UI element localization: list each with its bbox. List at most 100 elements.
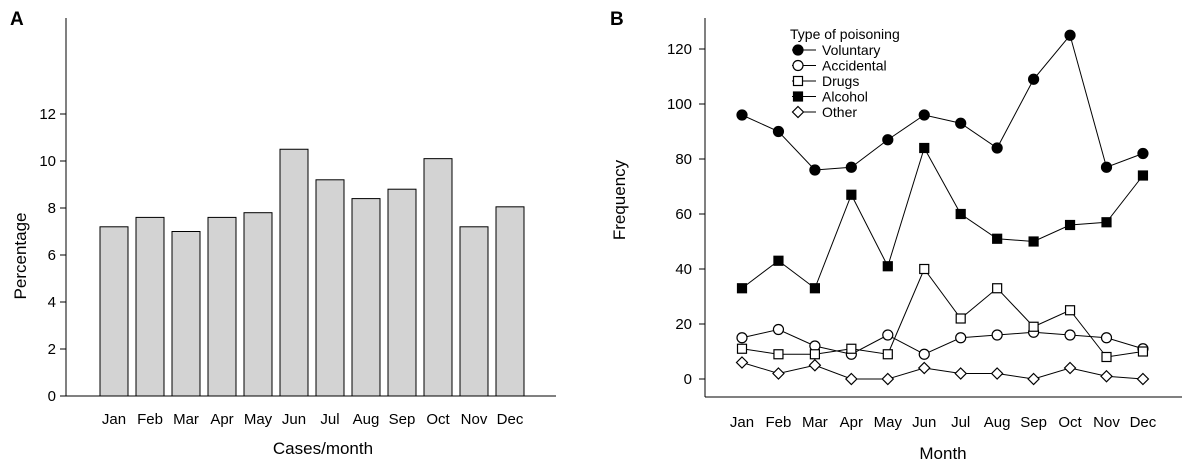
panel-b-x-tick-label: Oct	[1058, 414, 1082, 431]
legend-label: Voluntary	[822, 42, 880, 58]
panel-a-y-tick-label: 4	[48, 294, 56, 311]
panel-a-x-tick-label: Sep	[389, 411, 416, 428]
panel-b-y-tick-label: 100	[667, 96, 692, 113]
point-other	[917, 361, 931, 375]
panel-a-y-tick-label: 0	[48, 388, 56, 405]
point-voluntary	[845, 161, 857, 173]
panel-b-line-chart: 0 20 40 60 80 100 120 Jan Feb Mar Apr May Jun Jul Aug…	[610, 18, 1182, 463]
point-accidental	[1064, 329, 1076, 341]
bar-sep	[387, 188, 417, 397]
bar-mar	[171, 231, 201, 397]
legend-marker-voluntary	[792, 44, 804, 56]
legend-label: Alcohol	[822, 89, 868, 105]
point-other	[990, 367, 1004, 380]
point-drugs	[1101, 351, 1112, 363]
panel-a-letter: A	[10, 9, 24, 30]
panel-b-x-tick-label: Mar	[802, 414, 828, 431]
point-alcohol	[846, 189, 857, 200]
bar-oct	[423, 158, 453, 397]
point-other	[808, 358, 822, 372]
legend-item-alcohol: Alcohol	[792, 89, 868, 105]
panel-a-x-tick-label: Jan	[102, 411, 126, 428]
series-voluntary	[736, 29, 1149, 176]
panel-a-y-axis-title: Percentage	[11, 213, 30, 300]
bar-jun	[279, 148, 309, 397]
point-alcohol	[1101, 217, 1112, 228]
panel-a-y-tick-label: 12	[39, 106, 56, 123]
point-drugs	[919, 263, 930, 275]
legend-item-drugs: Drugs	[792, 73, 859, 89]
legend-marker-drugs	[792, 75, 804, 87]
panel-b-x-tick-label: Feb	[766, 414, 792, 431]
legend-label: Accidental	[822, 58, 887, 74]
point-accidental	[955, 332, 967, 344]
legend-item-voluntary: Voluntary	[792, 42, 880, 58]
legend-marker-accidental	[792, 59, 804, 72]
panel-b-x-axis-title: Month	[919, 444, 966, 463]
panel-b-y-axis-title: Frequency	[610, 159, 629, 240]
panel-a-y-tick-label: 8	[48, 200, 56, 217]
series-alcohol	[736, 142, 1149, 294]
point-voluntary	[736, 109, 748, 121]
point-accidental	[882, 329, 894, 341]
point-voluntary	[918, 109, 930, 121]
point-alcohol	[1064, 219, 1076, 231]
panel-a-x-tick-label: Oct	[426, 411, 450, 428]
point-other	[735, 356, 749, 369]
series-drugs	[736, 263, 1149, 363]
bar-feb	[135, 216, 165, 397]
panel-a-x-tick-label: Apr	[210, 411, 233, 428]
point-alcohol	[1137, 170, 1149, 181]
panel-a-x-tick-label: Mar	[173, 411, 199, 428]
point-drugs	[736, 343, 748, 354]
bar-jan	[99, 226, 129, 397]
point-other	[1027, 372, 1040, 386]
panel-b-y-tick-label: 40	[675, 261, 692, 278]
point-accidental	[736, 332, 748, 344]
point-other	[881, 372, 895, 386]
panel-a-y-tick-label: 2	[48, 341, 56, 358]
panel-b-x-tick-label: Aug	[984, 414, 1011, 431]
panel-a-x-tick-label: Dec	[497, 411, 524, 428]
panel-a-x-tick-label: Jun	[282, 411, 306, 428]
panel-a-x-tick-label: Jul	[320, 411, 339, 428]
panel-b-x-tick-label: Jan	[730, 414, 754, 431]
point-other	[1136, 372, 1150, 386]
panel-b-y-tick-label: 20	[675, 316, 692, 333]
point-drugs	[992, 283, 1003, 294]
point-drugs	[882, 349, 893, 360]
panel-b-x-tick-label: Jun	[912, 414, 936, 431]
point-alcohol	[773, 255, 784, 266]
panel-a-y-tick-label: 10	[39, 153, 56, 170]
point-other	[954, 367, 968, 380]
point-alcohol	[1028, 236, 1039, 247]
panel-a-bar-chart: 0 2 4 6 8 10 12 Jan Feb Mar Apr May Jun Jul Aug Sep Oct…	[11, 18, 556, 458]
panel-b-y-tick-label: 0	[684, 371, 692, 388]
point-voluntary	[809, 164, 821, 176]
point-alcohol	[919, 142, 930, 154]
point-alcohol	[992, 233, 1003, 244]
point-drugs	[1137, 346, 1149, 357]
point-alcohol	[882, 261, 893, 272]
point-drugs	[1028, 321, 1039, 332]
bar-aug	[351, 198, 381, 397]
point-voluntary	[1137, 147, 1149, 160]
panel-b-x-tick-label: Jul	[951, 414, 970, 431]
point-voluntary	[1027, 73, 1040, 85]
line-drugs	[741, 267, 1144, 358]
legend-label: Drugs	[822, 73, 859, 89]
point-voluntary	[991, 142, 1003, 154]
legend-marker-alcohol	[792, 91, 804, 102]
point-drugs	[955, 313, 966, 324]
bar-apr	[207, 216, 237, 397]
panel-b-y-tick-label: 80	[675, 151, 692, 168]
panel-a-x-axis-title: Cases/month	[273, 439, 373, 458]
point-voluntary	[772, 125, 785, 138]
panel-a-x-tick-label: May	[244, 411, 273, 428]
panel-a-x-tick-label: Nov	[461, 411, 488, 428]
line-accidental	[741, 328, 1144, 355]
line-other	[741, 362, 1143, 380]
point-accidental	[918, 348, 930, 360]
point-voluntary	[955, 117, 967, 129]
